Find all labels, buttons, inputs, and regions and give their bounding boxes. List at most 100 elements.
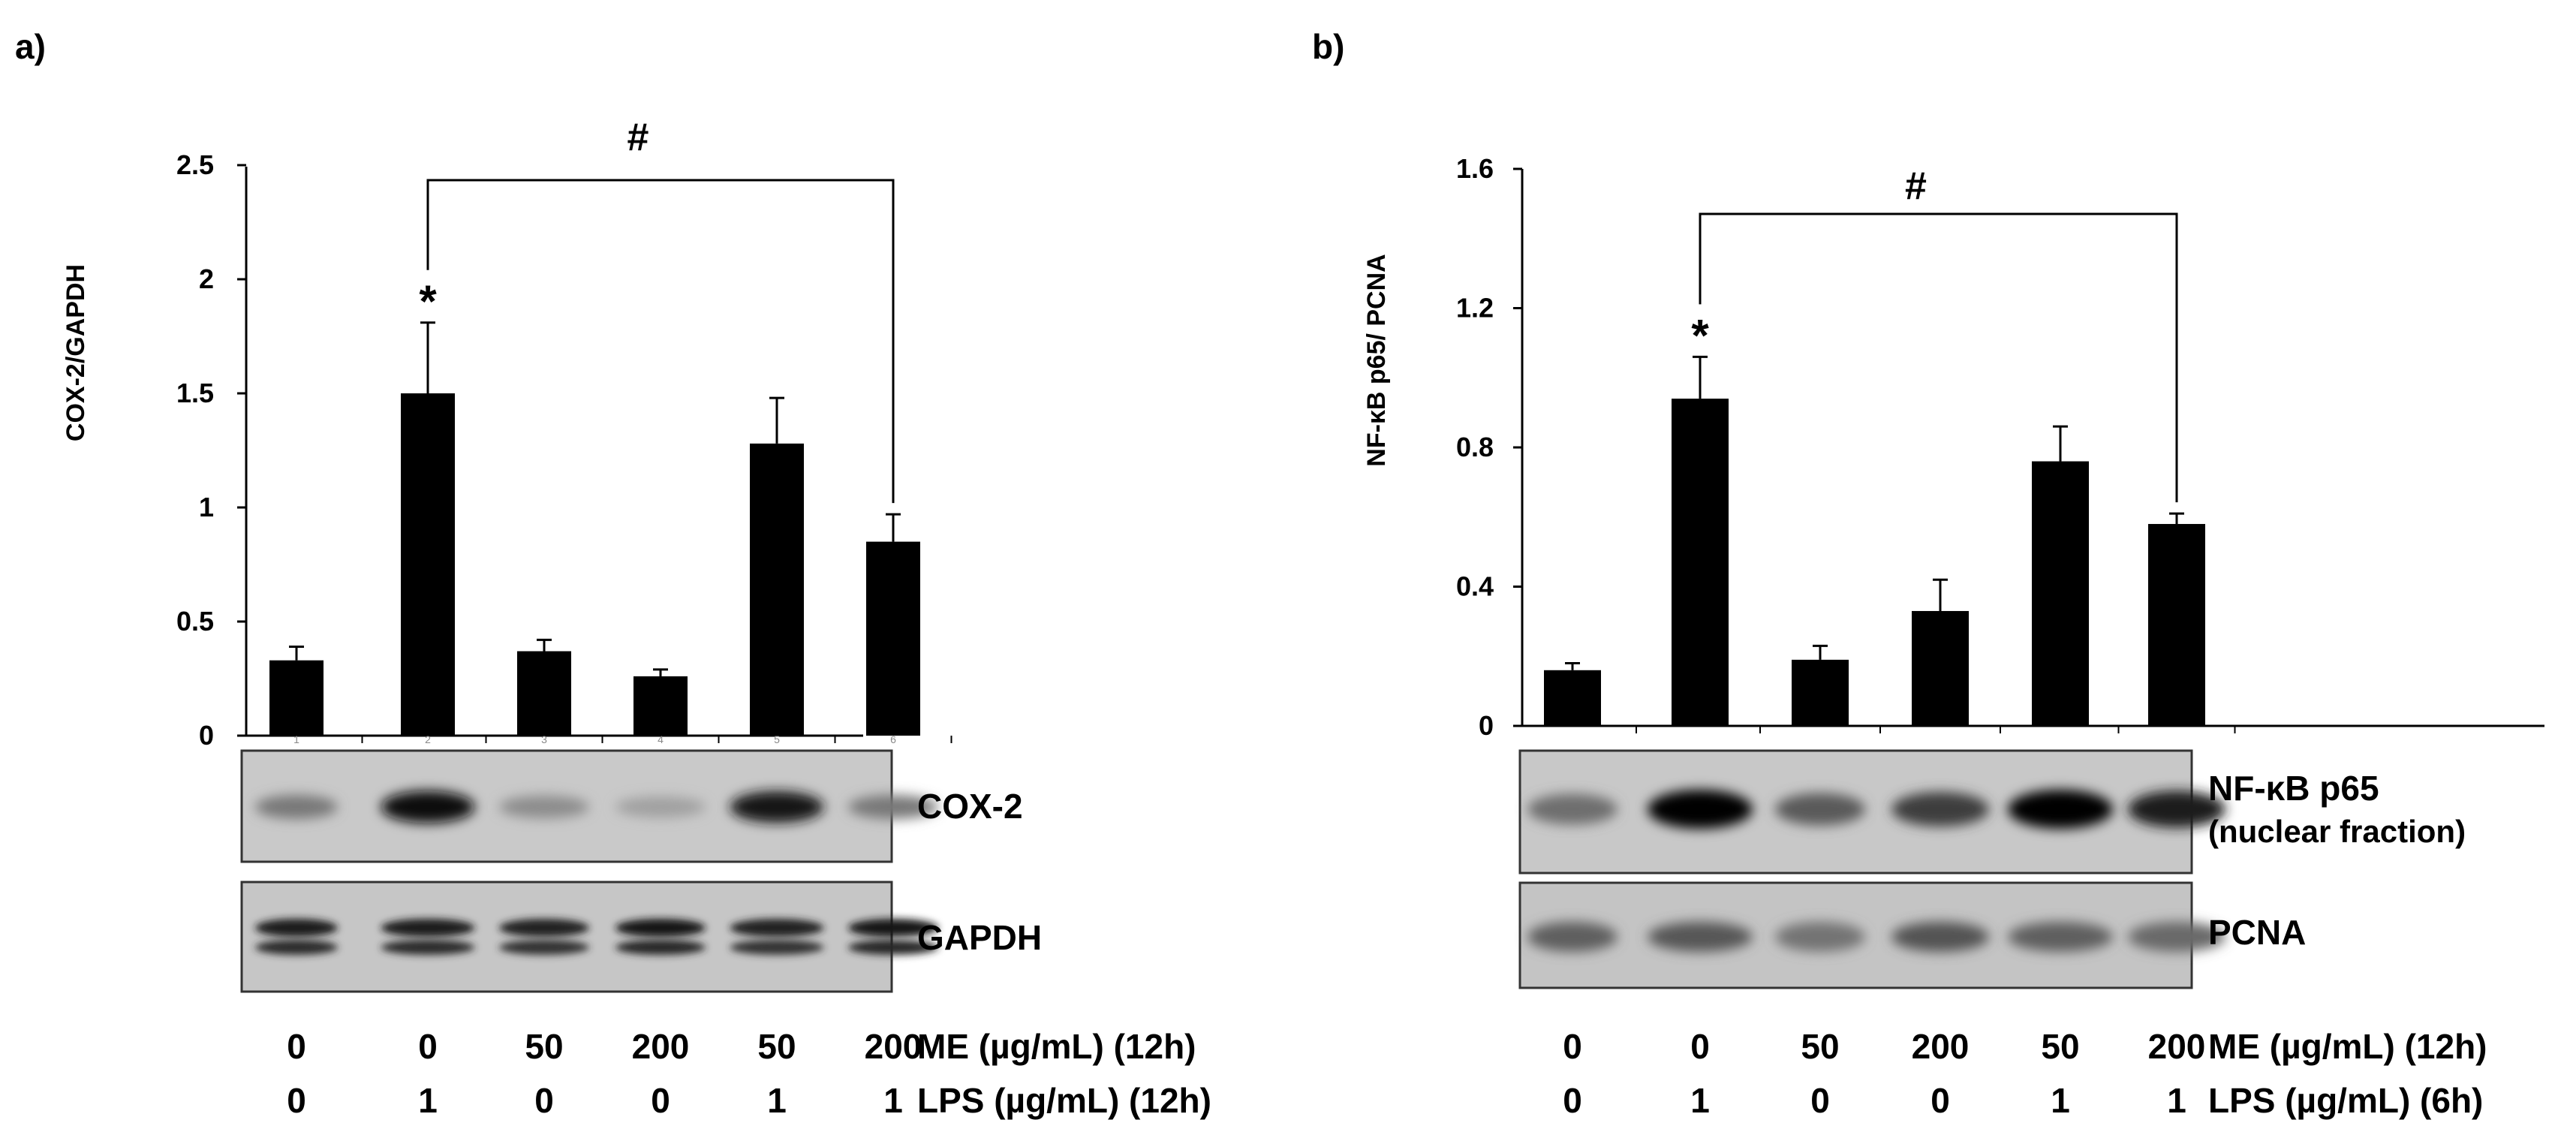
blot-band bbox=[730, 791, 824, 823]
y-tick-label: 0 bbox=[199, 720, 214, 751]
blot-band bbox=[1527, 922, 1618, 952]
blot-band bbox=[848, 940, 938, 955]
y-tick-label: 1.6 bbox=[1456, 153, 1494, 184]
condition-value: 0 bbox=[287, 1081, 306, 1120]
gapdh-bands bbox=[255, 919, 938, 955]
panel-b-y-axis-label: NF-κB p65/ PCNA bbox=[1362, 254, 1391, 466]
blot-band bbox=[848, 919, 938, 937]
panel-b-bars bbox=[1544, 355, 2236, 733]
lane-number: 4 bbox=[658, 733, 664, 745]
lane-number: 6 bbox=[890, 733, 896, 745]
y-tick-label: 0.4 bbox=[1456, 571, 1494, 602]
nfkb-blot-sublabel: (nuclear fraction) bbox=[2208, 814, 2466, 849]
cox2-bands bbox=[255, 790, 938, 823]
condition-value: 200 bbox=[1912, 1027, 1970, 1066]
bar-1 bbox=[269, 660, 324, 736]
y-tick-label: 0.8 bbox=[1456, 432, 1494, 462]
bar-1 bbox=[1544, 670, 1601, 726]
condition-value: 0 bbox=[418, 1027, 438, 1066]
blot-band bbox=[2128, 922, 2225, 952]
gapdh-blot bbox=[240, 881, 893, 993]
lane-number: 1 bbox=[293, 733, 299, 745]
blot-band bbox=[1891, 792, 1989, 826]
blot-band bbox=[255, 940, 338, 955]
blot-band bbox=[381, 919, 475, 937]
condition-value: 0 bbox=[1563, 1081, 1582, 1120]
bar-2 bbox=[401, 393, 455, 736]
blot-band bbox=[1891, 922, 1989, 952]
panel-b-bracket bbox=[1699, 212, 2178, 503]
pcna-bands bbox=[1527, 922, 2225, 952]
blot-band bbox=[499, 919, 589, 937]
blot-band bbox=[381, 940, 475, 955]
panel-a-bracket bbox=[426, 179, 895, 504]
nfkb-bands bbox=[1527, 790, 2225, 829]
y-tick-label: 1 bbox=[199, 492, 214, 522]
condition-value: 0 bbox=[534, 1081, 554, 1120]
condition-value: 1 bbox=[2051, 1081, 2070, 1120]
panel-a-significance: # * bbox=[419, 116, 895, 504]
blot-band bbox=[730, 919, 824, 937]
blot-band bbox=[2008, 790, 2113, 829]
panel-b-conditions: 0 0 50 200 50 200 ME (µg/mL) (12h)0 1 0 0 1 1 LPS (µ… bbox=[1563, 1027, 2487, 1120]
lane-number: 2 bbox=[425, 733, 431, 745]
panel-b: b) NF-κB p65/ PCNA 0 0.4 0.8 1.2 1.6 # * NF-… bbox=[1312, 27, 2544, 1120]
condition-value: 0 bbox=[1930, 1081, 1950, 1120]
cox2-blot-label: COX-2 bbox=[917, 787, 1023, 826]
lane-number: 3 bbox=[541, 733, 547, 745]
y-tick-label: 0.5 bbox=[176, 606, 214, 637]
condition-value: 200 bbox=[865, 1027, 922, 1066]
panel-a: a) COX-2/GAPDH 0 0.5 1 1.5 2 2.5 # * 1 2 3 4 5 6 C… bbox=[15, 27, 1211, 1120]
panel-b-star-marker: * bbox=[1691, 310, 1709, 360]
condition-value: 1 bbox=[2167, 1081, 2186, 1120]
condition-value: 0 bbox=[1563, 1027, 1582, 1066]
condition-value: 0 bbox=[1810, 1081, 1830, 1120]
condition-label: LPS (µg/mL) (6h) bbox=[2208, 1081, 2483, 1120]
condition-value: 0 bbox=[287, 1027, 306, 1066]
bar-6 bbox=[2148, 524, 2205, 726]
bar-4 bbox=[1912, 610, 1969, 726]
condition-value: 200 bbox=[632, 1027, 690, 1066]
lane-number: 5 bbox=[774, 733, 780, 745]
blot-band bbox=[615, 940, 706, 955]
panel-a-lane-numbers: 1 2 3 4 5 6 bbox=[293, 733, 896, 745]
y-tick-label: 2 bbox=[199, 263, 214, 294]
condition-value: 1 bbox=[767, 1081, 787, 1120]
bar-3 bbox=[1792, 659, 1849, 726]
blot-band bbox=[499, 940, 589, 955]
blot-band bbox=[499, 796, 589, 818]
blot-band bbox=[730, 940, 824, 955]
y-tick-label: 0 bbox=[1479, 710, 1494, 741]
bar-5 bbox=[2032, 461, 2089, 726]
condition-value: 1 bbox=[1690, 1081, 1710, 1120]
condition-value: 50 bbox=[525, 1027, 563, 1066]
blot-band bbox=[381, 790, 475, 823]
y-tick-label: 2.5 bbox=[176, 149, 214, 180]
bar-3 bbox=[517, 651, 571, 736]
blot-band bbox=[1775, 793, 1865, 826]
blot-band bbox=[1648, 922, 1753, 952]
condition-value: 0 bbox=[1690, 1027, 1710, 1066]
condition-label: ME (µg/mL) (12h) bbox=[2208, 1027, 2487, 1066]
blot-band bbox=[255, 919, 338, 937]
blot-band bbox=[2008, 922, 2113, 952]
condition-label: LPS (µg/mL) (12h) bbox=[917, 1081, 1211, 1120]
blot-band bbox=[1648, 790, 1753, 829]
blot-band bbox=[848, 795, 938, 819]
gapdh-blot-label: GAPDH bbox=[917, 918, 1042, 957]
panel-a-bars bbox=[269, 321, 952, 743]
bar-2 bbox=[1672, 399, 1729, 726]
y-tick-label: 1.2 bbox=[1456, 293, 1494, 324]
condition-value: 50 bbox=[757, 1027, 796, 1066]
condition-value: 50 bbox=[2041, 1027, 2079, 1066]
condition-value: 200 bbox=[2148, 1027, 2206, 1066]
bar-4 bbox=[633, 676, 688, 736]
condition-label: ME (µg/mL) (12h) bbox=[917, 1027, 1196, 1066]
condition-value: 1 bbox=[883, 1081, 903, 1120]
blot-band bbox=[255, 795, 338, 819]
blot-band bbox=[615, 919, 706, 937]
panel-b-label: b) bbox=[1312, 27, 1344, 66]
pcna-blot-label: PCNA bbox=[2208, 913, 2306, 952]
